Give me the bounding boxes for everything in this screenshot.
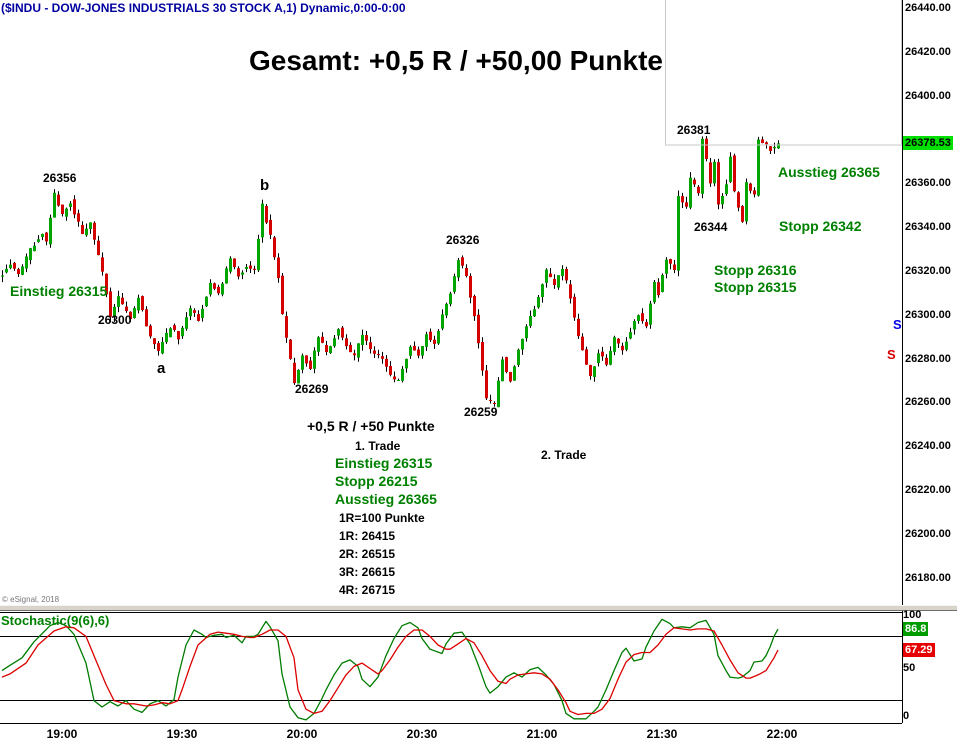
price-axis-label: 26300.00: [905, 309, 951, 321]
trade1-result[interactable]: +0,5 R / +50 Punkte: [307, 418, 435, 434]
price-axis-label: 26420.00: [905, 46, 951, 58]
price-axis-label: 26280.00: [905, 353, 951, 365]
stoch-k-value-badge: 86.8: [903, 622, 929, 636]
chart-symbol-title: ($INDU - DOW-JONES INDUSTRIALS 30 STOCK …: [1, 1, 406, 15]
annotation-low-26259[interactable]: 26259: [464, 405, 498, 419]
annotation-ausstieg-right[interactable]: Ausstieg 26365: [778, 164, 880, 180]
stoch-axis-50: 50: [903, 662, 916, 674]
time-axis-label: 22:00: [766, 727, 798, 741]
last-price-badge: 26378.53: [903, 136, 953, 150]
annotation-stopp-26315[interactable]: Stopp 26315: [714, 279, 797, 295]
price-axis-label: 26440.00: [905, 2, 951, 14]
trade1-name[interactable]: 1. Trade: [355, 439, 401, 453]
price-axis-label: 26180.00: [905, 572, 951, 584]
time-axis-label: 20:00: [286, 727, 318, 741]
time-axis-label: 21:30: [646, 727, 678, 741]
annotation-high-26381[interactable]: 26381: [677, 123, 711, 137]
price-axis-label: 26240.00: [905, 440, 951, 452]
time-axis-label: 19:30: [166, 727, 198, 741]
annotation-level-26300[interactable]: 26300: [98, 313, 132, 327]
price-axis-label: 26200.00: [905, 528, 951, 540]
stop-line-label-red: S: [887, 347, 896, 362]
trade1-r4-target[interactable]: 4R: 26715: [339, 583, 396, 597]
annotation-low-26344[interactable]: 26344: [694, 220, 728, 234]
annotation-stopp-26342[interactable]: Stopp 26342: [779, 218, 862, 234]
time-axis-label: 19:00: [46, 727, 78, 741]
panel-splitter[interactable]: [0, 605, 957, 611]
annotation-stopp-26316[interactable]: Stopp 26316: [714, 262, 797, 278]
annotation-high-26356[interactable]: 26356: [43, 171, 77, 185]
price-axis-label: 26400.00: [905, 90, 951, 102]
stoch-d-value-badge: 67.29: [903, 643, 935, 657]
stoch-axis-0: 0: [903, 710, 910, 722]
trade1-r2-target[interactable]: 2R: 26515: [339, 547, 396, 561]
price-axis-label: 26220.00: [905, 484, 951, 496]
trade1-r3-target[interactable]: 3R: 26615: [339, 565, 396, 579]
stoch-axis-100: 100: [903, 609, 922, 621]
summary-annotation[interactable]: Gesamt: +0,5 R / +50,00 Punkte: [249, 45, 663, 76]
trade1-r1-target[interactable]: 1R: 26415: [339, 529, 396, 543]
annotation-letter-b[interactable]: b: [260, 177, 270, 194]
annotation-low-26269[interactable]: 26269: [295, 382, 329, 396]
esignal-copyright: © eSignal, 2018: [2, 595, 60, 604]
trade1-stopp[interactable]: Stopp 26215: [335, 473, 418, 489]
trade2-name[interactable]: 2. Trade: [541, 448, 587, 462]
trade1-einstieg[interactable]: Einstieg 26315: [335, 455, 433, 471]
price-axis-label: 26260.00: [905, 396, 951, 408]
trade1-r-definition[interactable]: 1R=100 Punkte: [339, 511, 425, 525]
stochastic-study-label[interactable]: Stochastic(9(6),6): [1, 613, 110, 628]
trade1-ausstieg[interactable]: Ausstieg 26365: [335, 491, 437, 507]
time-axis-label: 20:30: [406, 727, 438, 741]
price-axis-label: 26360.00: [905, 177, 951, 189]
annotation-einstieg-left[interactable]: Einstieg 26315: [10, 283, 108, 299]
price-axis-label: 26320.00: [905, 265, 951, 277]
annotation-high-26326[interactable]: 26326: [446, 233, 480, 247]
annotation-letter-a[interactable]: a: [157, 360, 166, 377]
price-axis-label: 26340.00: [905, 221, 951, 233]
time-axis-label: 21:00: [526, 727, 558, 741]
stop-line-label-blue: S: [893, 317, 902, 332]
